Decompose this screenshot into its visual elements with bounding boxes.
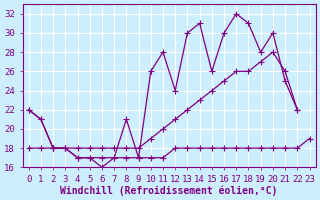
X-axis label: Windchill (Refroidissement éolien,°C): Windchill (Refroidissement éolien,°C) [60, 185, 278, 196]
